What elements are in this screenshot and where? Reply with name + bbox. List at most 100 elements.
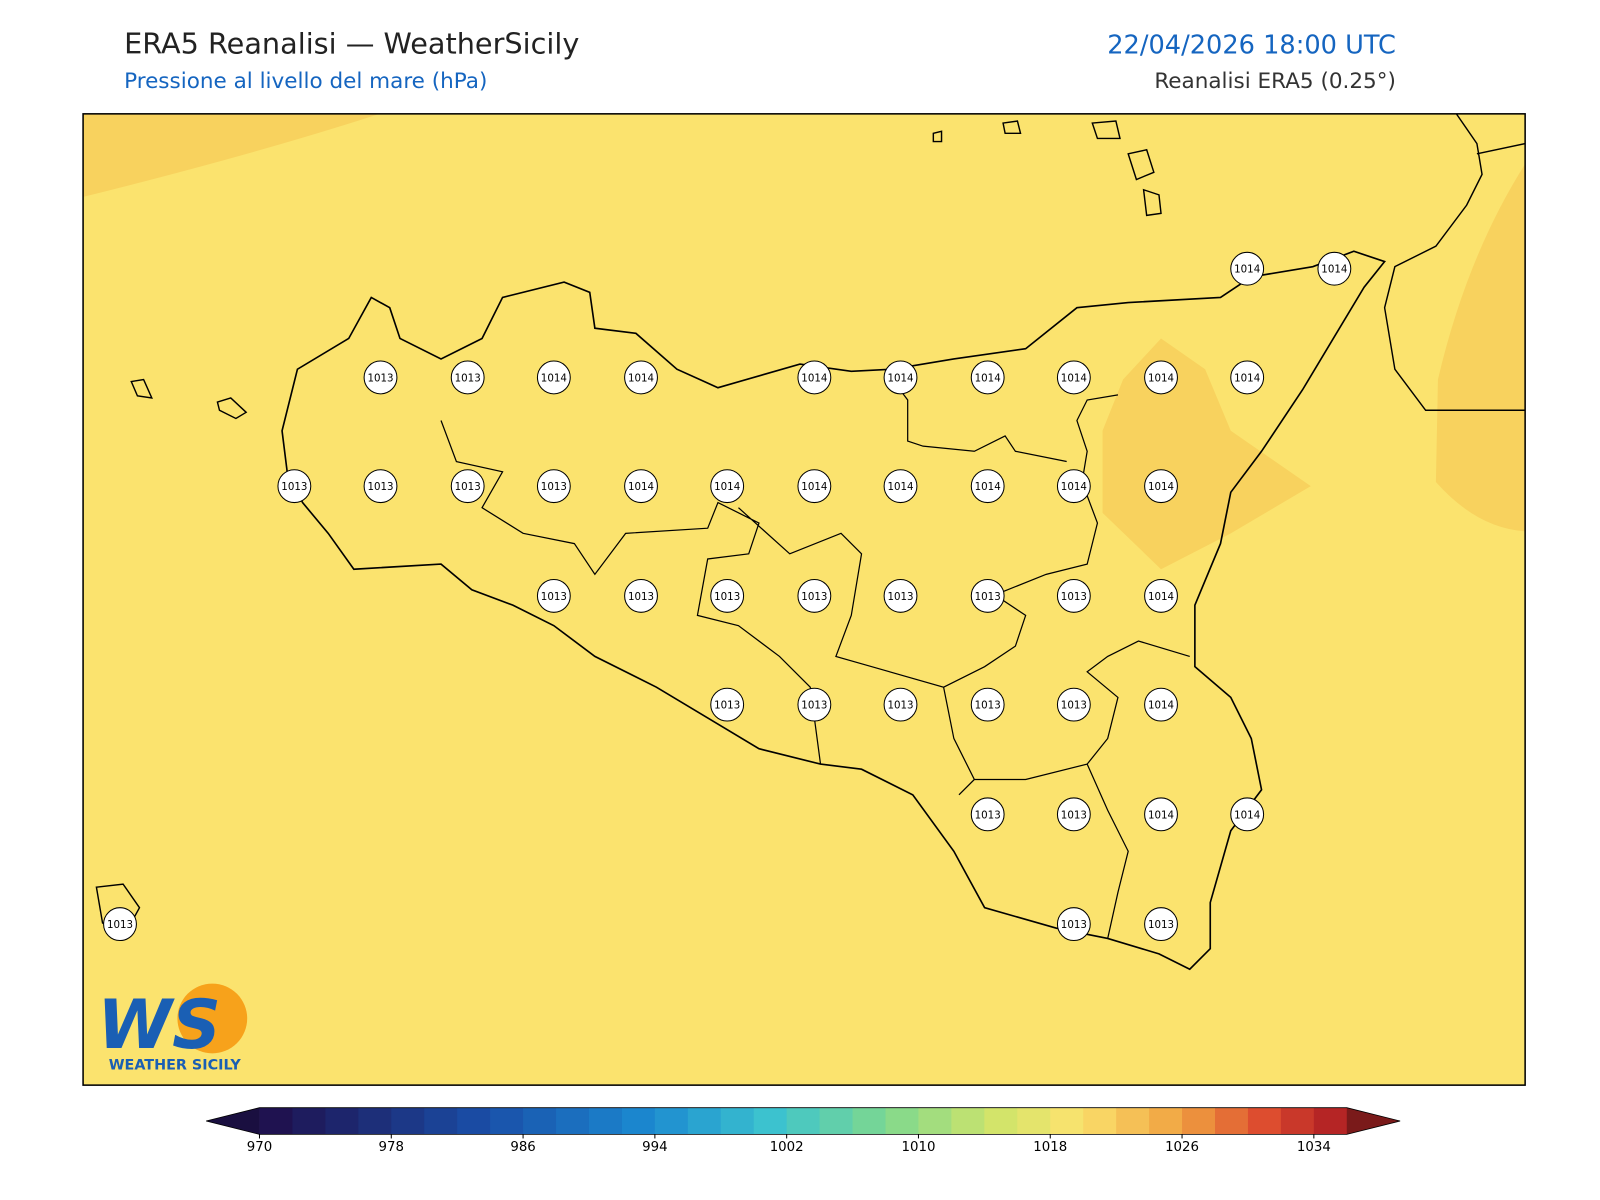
colorbar-segment <box>918 1107 952 1135</box>
station-label: 1014 <box>1148 481 1174 493</box>
station: 1014 <box>1230 251 1265 286</box>
station-label: 1014 <box>801 481 827 493</box>
station-label: 1013 <box>714 700 740 712</box>
station-label: 1013 <box>455 372 481 384</box>
station-label: 1013 <box>887 700 913 712</box>
colorbar-extend-high <box>1346 1107 1401 1135</box>
station-marker <box>1056 360 1091 395</box>
station: 1013 <box>970 797 1005 832</box>
station-label: 1013 <box>801 591 827 603</box>
station: 1013 <box>103 907 137 942</box>
station-label: 1014 <box>1061 481 1087 493</box>
station: 1013 <box>970 687 1005 722</box>
station-marker <box>970 360 1005 395</box>
colorbar-tick-label: 970 <box>247 1140 272 1155</box>
station: 1014 <box>797 360 832 395</box>
station: 1014 <box>970 360 1005 395</box>
colorbar-segment <box>984 1107 1018 1135</box>
colorbar-segment <box>1149 1107 1183 1135</box>
station-label: 1014 <box>1234 264 1260 276</box>
station: 1014 <box>1144 687 1178 722</box>
colorbar-segment <box>1215 1107 1249 1135</box>
station: 1014 <box>1317 251 1352 286</box>
colorbar-segment <box>523 1107 557 1135</box>
station-label: 1014 <box>1148 591 1174 603</box>
colorbar: 970 978 986 994 1002 1010 1018 1026 1034 <box>206 1107 1401 1155</box>
station: 1014 <box>710 469 745 504</box>
station-label: 1014 <box>801 372 827 384</box>
colorbar-segment <box>1182 1107 1216 1135</box>
station-marker <box>1144 578 1178 613</box>
station-label: 1014 <box>1234 809 1260 821</box>
station-marker <box>970 687 1005 722</box>
colorbar-segment <box>885 1107 919 1135</box>
colorbar-segment <box>1116 1107 1150 1135</box>
colorbar-segment <box>786 1107 821 1135</box>
station: 1014 <box>970 469 1005 504</box>
station-label: 1014 <box>541 372 567 384</box>
station-label: 1013 <box>887 591 913 603</box>
colorbar-tick-label: 1010 <box>902 1140 936 1155</box>
colorbar-tick-label: 1018 <box>1033 1140 1067 1155</box>
colorbar-segment <box>325 1107 359 1135</box>
station-label: 1013 <box>367 481 393 493</box>
datetime: 22/04/2026 18:00 UTC <box>1107 30 1396 60</box>
station-marker <box>970 578 1005 613</box>
station-label: 1013 <box>714 591 740 603</box>
colorbar-segment <box>358 1107 392 1135</box>
station-label: 1013 <box>367 372 393 384</box>
station-label: 1014 <box>975 372 1001 384</box>
station-marker <box>883 469 918 504</box>
station-label: 1014 <box>1321 264 1347 276</box>
station-marker <box>450 360 485 395</box>
station-marker <box>1056 469 1091 504</box>
station-label: 1013 <box>107 919 133 931</box>
colorbar-tick-label: 978 <box>379 1140 404 1155</box>
colorbar-segment <box>424 1107 458 1135</box>
station-marker <box>710 469 745 504</box>
station: 1013 <box>970 578 1005 613</box>
station-label: 1013 <box>628 591 654 603</box>
logo-mark: WS <box>97 985 220 1064</box>
station: 1013 <box>883 687 918 722</box>
station: 1013 <box>1144 907 1178 942</box>
station-marker <box>1144 687 1178 722</box>
station-label: 1014 <box>975 481 1001 493</box>
logo-text: WEATHER SICILY <box>109 1058 242 1074</box>
station-marker <box>363 360 398 395</box>
station-marker <box>624 360 658 395</box>
station: 1013 <box>710 687 745 722</box>
station: 1014 <box>1230 797 1265 832</box>
colorbar-tick-label: 986 <box>510 1140 535 1155</box>
pressure-area <box>83 113 380 197</box>
station-marker <box>536 578 571 613</box>
station-marker <box>970 469 1005 504</box>
station: 1013 <box>536 469 571 504</box>
station-marker <box>883 360 918 395</box>
station: 1013 <box>1056 578 1091 613</box>
station-label: 1014 <box>628 372 654 384</box>
station-marker <box>1230 360 1265 395</box>
map: 1014 1014 1013 1013 1014 1014 1014 1014 1014 1014… <box>82 113 1526 1086</box>
station: 1013 <box>450 469 485 504</box>
station-marker <box>797 469 832 504</box>
station-marker <box>363 469 398 504</box>
station-marker <box>103 907 137 942</box>
station-label: 1013 <box>975 591 1001 603</box>
station-label: 1013 <box>975 700 1001 712</box>
station: 1013 <box>710 578 745 613</box>
station-marker <box>1144 907 1178 942</box>
station-marker <box>450 469 485 504</box>
station-marker <box>970 797 1005 832</box>
station-label: 1014 <box>887 481 913 493</box>
station-marker <box>624 469 658 504</box>
colorbar-segment <box>292 1107 326 1135</box>
colorbar-segment <box>1247 1107 1282 1135</box>
station-marker <box>710 578 745 613</box>
colorbar-segment <box>852 1107 887 1135</box>
station-marker <box>797 578 832 613</box>
station: 1014 <box>883 469 918 504</box>
station: 1014 <box>1144 360 1178 395</box>
subtitle: Pressione al livello del mare (hPa) <box>124 69 487 94</box>
station: 1013 <box>797 687 832 722</box>
